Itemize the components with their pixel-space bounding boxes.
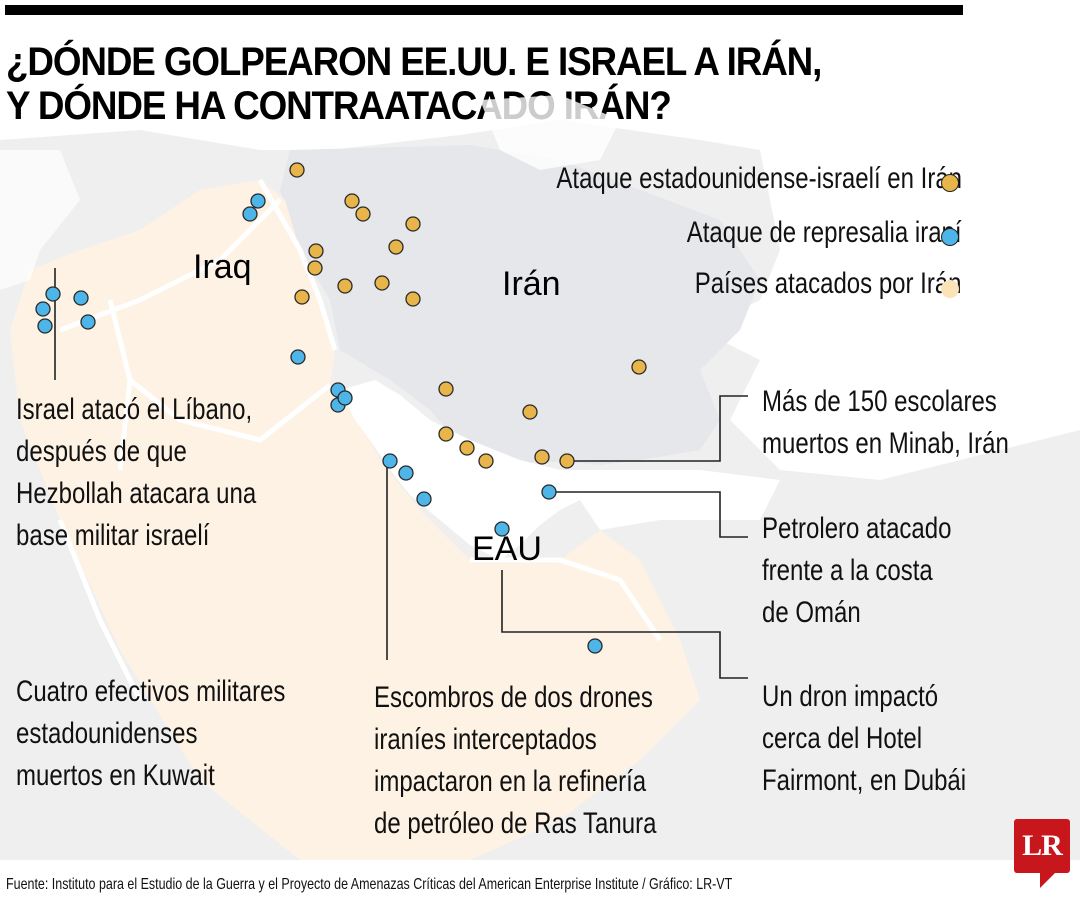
us-israel-strike-points (289, 162, 647, 469)
annotation-line: de petróleo de Ras Tanura (374, 807, 657, 840)
annotation-kuwait: Cuatro efectivos militares estadounidens… (16, 671, 285, 797)
legend-item-iran-retaliation: Ataque de represalia iraní (687, 216, 962, 250)
annotation-line: Fairmont, en Dubái (762, 764, 967, 797)
country-borders (57, 178, 663, 702)
source-credit: Fuente: Instituto para el Estudio de la … (6, 876, 733, 893)
lr-logo-tail (1040, 872, 1056, 888)
region-attacked-countries (10, 180, 700, 860)
title-line-1: ¿DÓNDE GOLPEARON EE.UU. E ISRAEL A IRÁN, (6, 40, 822, 84)
mediterranean (0, 150, 80, 290)
annotation-oman: Petrolero atacado frente a la costa de O… (762, 508, 951, 634)
annotation-dubai: Un dron impactó cerca del Hotel Fairmont… (762, 676, 966, 802)
annotation-line: de Omán (762, 596, 861, 629)
iran-retaliation-points (35, 193, 603, 654)
lr-logo: LR (1014, 819, 1070, 873)
persian-gulf (340, 380, 580, 560)
gulf-of-oman (575, 470, 780, 530)
leader-dubai (501, 570, 748, 679)
annotation-line: cerca del Hotel (762, 722, 923, 755)
annotation-line: Petrolero atacado (762, 512, 952, 545)
country-label-iraq: Iraq (193, 248, 252, 286)
leader-minab (572, 395, 748, 462)
annotation-ras-tanura: Escombros de dos drones iraníes intercep… (374, 677, 656, 845)
leader-lines (54, 268, 748, 679)
annotation-line: frente a la costa (762, 554, 933, 587)
annotation-line: Cuatro efectivos militares (16, 675, 286, 708)
annotation-line: Más de 150 escolares (762, 385, 997, 418)
legend-label: Países atacados por Irán (695, 267, 962, 300)
annotation-line: Hezbollah atacara una (16, 477, 257, 510)
legend-label: Ataque estadounidense-israelí en Irán (556, 162, 962, 195)
beige-dot-icon (941, 280, 959, 298)
country-label-uae: EAU (472, 530, 542, 568)
annotation-line: Israel atacó el Líbano, (16, 393, 253, 426)
legend-label: Ataque de represalia iraní (687, 216, 962, 249)
annotation-line: después de que (16, 435, 187, 468)
caspian-sea (480, 95, 620, 170)
annotation-line: muertos en Kuwait (16, 759, 215, 792)
region-iran (280, 145, 760, 465)
orange-dot-icon (941, 174, 959, 192)
top-rule (5, 5, 963, 15)
country-label-iran: Irán (502, 265, 561, 303)
legend-item-us-israel: Ataque estadounidense-israelí en Irán (556, 162, 962, 196)
annotation-line: Un dron impactó (762, 680, 939, 713)
annotation-line: estadounidenses (16, 717, 198, 750)
annotation-line: iraníes interceptados (374, 723, 597, 756)
legend-item-attacked-countries: Países atacados por Irán (695, 267, 962, 301)
annotation-line: impactaron en la refinería (374, 765, 647, 798)
leader-oman (554, 491, 748, 538)
annotation-line: base militar israelí (16, 519, 210, 552)
blue-dot-icon (941, 228, 959, 246)
annotation-line: Escombros de dos drones (374, 681, 653, 714)
annotation-line: muertos en Minab, Irán (762, 427, 1009, 460)
annotation-minab: Más de 150 escolares muertos en Minab, I… (762, 381, 1009, 465)
annotation-lebanon: Israel atacó el Líbano, después de que H… (16, 389, 256, 557)
